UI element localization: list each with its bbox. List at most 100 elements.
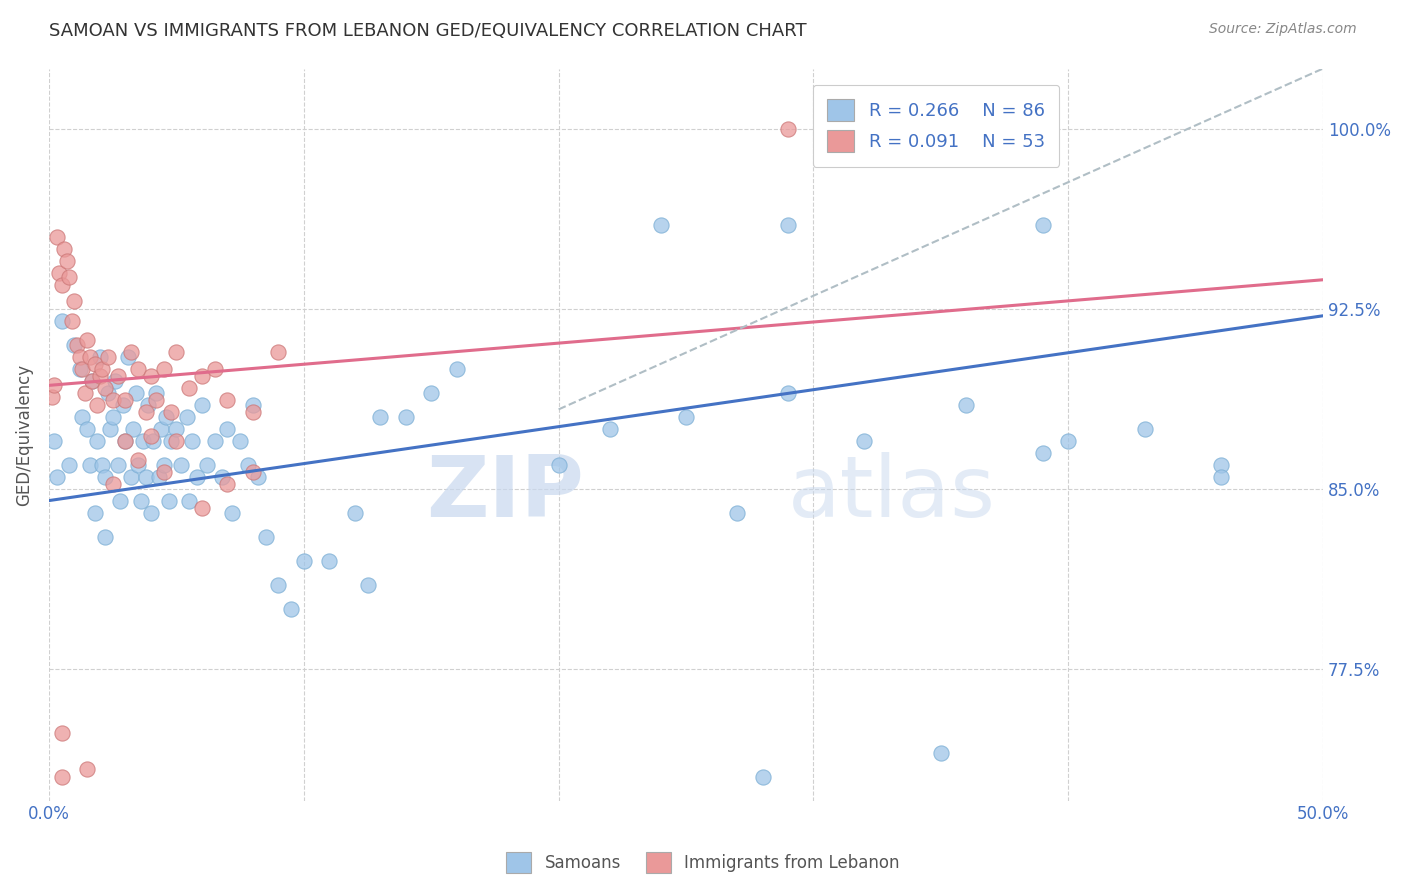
Point xyxy=(599,421,621,435)
Point xyxy=(211,469,233,483)
Text: atlas: atlas xyxy=(787,451,995,534)
Point xyxy=(229,434,252,448)
Point xyxy=(148,469,170,483)
Point xyxy=(176,409,198,424)
Point xyxy=(110,493,132,508)
Point xyxy=(70,361,93,376)
Point xyxy=(776,218,799,232)
Point xyxy=(368,409,391,424)
Point xyxy=(114,434,136,448)
Point xyxy=(318,553,340,567)
Point xyxy=(221,506,243,520)
Point xyxy=(132,434,155,448)
Point xyxy=(160,434,183,448)
Point xyxy=(120,469,142,483)
Point xyxy=(45,229,67,244)
Point xyxy=(135,405,157,419)
Point xyxy=(69,350,91,364)
Point xyxy=(82,374,104,388)
Point xyxy=(101,409,124,424)
Point xyxy=(157,493,180,508)
Point xyxy=(66,337,89,351)
Point xyxy=(107,458,129,472)
Point xyxy=(124,385,146,400)
Point xyxy=(89,368,111,383)
Point xyxy=(94,381,117,395)
Point xyxy=(395,409,418,424)
Point xyxy=(51,277,73,292)
Point xyxy=(97,385,120,400)
Point xyxy=(217,476,239,491)
Point xyxy=(82,374,104,388)
Y-axis label: GED/Equivalency: GED/Equivalency xyxy=(15,364,32,506)
Point xyxy=(267,344,290,359)
Point xyxy=(86,434,108,448)
Point xyxy=(91,458,114,472)
Point xyxy=(145,385,167,400)
Point xyxy=(191,368,214,383)
Point xyxy=(135,469,157,483)
Point xyxy=(60,313,83,327)
Point xyxy=(104,374,127,388)
Point xyxy=(242,465,264,479)
Text: Source: ZipAtlas.com: Source: ZipAtlas.com xyxy=(1209,22,1357,37)
Point xyxy=(242,398,264,412)
Point xyxy=(114,434,136,448)
Point xyxy=(853,434,876,448)
Point xyxy=(254,530,277,544)
Point xyxy=(446,361,468,376)
Point xyxy=(236,458,259,472)
Point xyxy=(111,398,134,412)
Point xyxy=(139,429,162,443)
Point xyxy=(180,434,202,448)
Point xyxy=(150,421,173,435)
Point xyxy=(129,493,152,508)
Point xyxy=(127,452,149,467)
Point xyxy=(725,506,748,520)
Point xyxy=(138,398,160,412)
Point xyxy=(650,218,672,232)
Point xyxy=(165,344,187,359)
Point xyxy=(76,421,98,435)
Point xyxy=(58,458,80,472)
Point xyxy=(160,405,183,419)
Point xyxy=(929,746,952,760)
Point xyxy=(139,368,162,383)
Point xyxy=(179,381,201,395)
Point xyxy=(89,350,111,364)
Point xyxy=(51,313,73,327)
Legend: Samoans, Immigrants from Lebanon: Samoans, Immigrants from Lebanon xyxy=(499,846,907,880)
Point xyxy=(56,253,79,268)
Point xyxy=(70,409,93,424)
Point xyxy=(142,434,165,448)
Point xyxy=(45,469,67,483)
Point xyxy=(267,577,290,591)
Point xyxy=(58,270,80,285)
Point xyxy=(191,500,214,515)
Point xyxy=(101,392,124,407)
Point xyxy=(107,368,129,383)
Point xyxy=(139,506,162,520)
Point xyxy=(117,350,139,364)
Point xyxy=(170,458,193,472)
Point xyxy=(1057,434,1080,448)
Point xyxy=(242,405,264,419)
Legend: R = 0.266    N = 86, R = 0.091    N = 53: R = 0.266 N = 86, R = 0.091 N = 53 xyxy=(813,85,1059,167)
Point xyxy=(63,294,86,309)
Point xyxy=(1211,458,1233,472)
Point xyxy=(41,390,63,404)
Point xyxy=(79,458,101,472)
Point xyxy=(94,530,117,544)
Point xyxy=(165,434,187,448)
Point xyxy=(114,392,136,407)
Text: SAMOAN VS IMMIGRANTS FROM LEBANON GED/EQUIVALENCY CORRELATION CHART: SAMOAN VS IMMIGRANTS FROM LEBANON GED/EQ… xyxy=(49,22,807,40)
Point xyxy=(356,577,378,591)
Point xyxy=(42,434,65,448)
Point xyxy=(343,506,366,520)
Point xyxy=(1133,421,1156,435)
Point xyxy=(217,392,239,407)
Point xyxy=(101,476,124,491)
Point xyxy=(91,361,114,376)
Point xyxy=(48,266,70,280)
Point xyxy=(97,350,120,364)
